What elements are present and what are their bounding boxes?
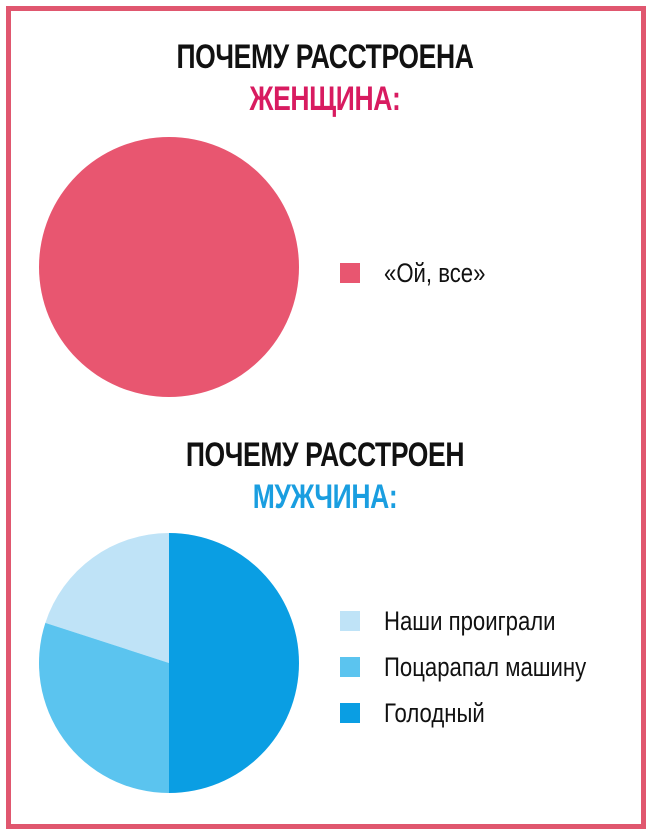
- chart2-slice-1: [38, 622, 170, 793]
- chart2-title: ПОЧЕМУ РАССТРОЕН МУЖЧИНА:: [72, 434, 579, 518]
- chart1-legend: «Ой, все»: [340, 250, 508, 296]
- chart2-title-line2: МУЖЧИНА:: [252, 478, 398, 516]
- chart2-legend-label-1: Поцарапал машину: [384, 651, 587, 682]
- outer-frame: [6, 6, 646, 829]
- chart2-legend-item-1: Поцарапал машину: [340, 644, 631, 690]
- chart2-slice-2: [169, 533, 299, 793]
- chart2-pie: [38, 533, 299, 793]
- chart2-legend-swatch-2: [340, 703, 360, 723]
- chart2-legend-swatch-1: [340, 657, 360, 677]
- chart1-legend-label-0: «Ой, все»: [384, 257, 486, 288]
- chart1-title-line2: ЖЕНЩИНА:: [249, 80, 401, 118]
- chart1-legend-item: «Ой, все»: [340, 250, 508, 296]
- chart1-legend-swatch-0: [340, 263, 360, 283]
- chart2-legend-item-0: Наши проиграли: [340, 598, 631, 644]
- chart1-pie: [39, 137, 299, 397]
- chart2-title-line1: ПОЧЕМУ РАССТРОЕН: [185, 436, 465, 474]
- chart1-title: ПОЧЕМУ РАССТРОЕНА ЖЕНЩИНА:: [72, 36, 579, 120]
- chart2-slice-0: [45, 533, 169, 663]
- chart2-legend-label-0: Наши проиграли: [384, 605, 556, 636]
- chart1-title-line1: ПОЧЕМУ РАССТРОЕНА: [176, 38, 474, 76]
- chart2-legend-swatch-0: [340, 611, 360, 631]
- chart2-legend-item-2: Голодный: [340, 690, 631, 736]
- chart2-legend: Наши проиграли Поцарапал машину Голодный: [340, 598, 631, 736]
- chart1-slice-0: [39, 137, 299, 397]
- chart2-legend-label-2: Голодный: [384, 697, 485, 728]
